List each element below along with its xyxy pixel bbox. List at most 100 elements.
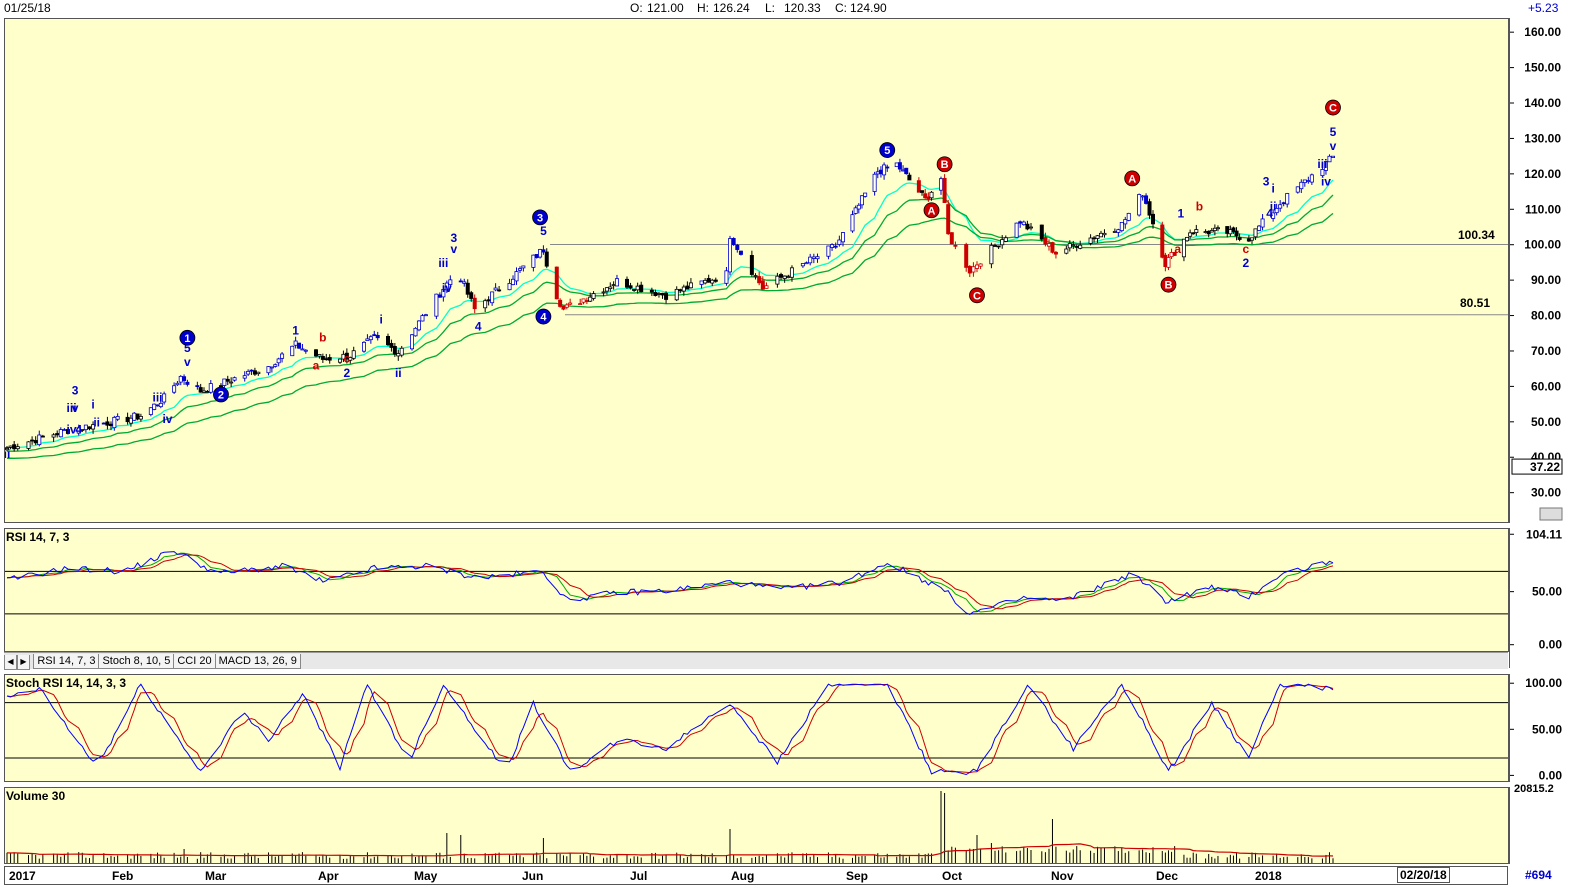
wave-label: iii xyxy=(1317,157,1327,171)
candle-body xyxy=(155,404,160,407)
candle-body xyxy=(779,274,784,278)
volume-ma-line xyxy=(6,843,1334,857)
candle xyxy=(15,443,20,451)
price-axis: 160.00 150.00 140.00 130.00 120.00 110.00 100.… xyxy=(1509,18,1565,523)
candle-body xyxy=(337,358,342,363)
wave-circle-label-circle xyxy=(936,156,953,173)
candle xyxy=(724,266,729,286)
candle-body xyxy=(1306,180,1311,182)
candle-body xyxy=(1074,245,1079,248)
candle-body xyxy=(856,204,861,210)
wave-label: 3 xyxy=(1263,174,1270,188)
wave-label: 1 xyxy=(292,323,299,337)
candle-body xyxy=(138,416,143,420)
wave-label: 2 xyxy=(344,366,351,380)
candle-body xyxy=(172,385,177,393)
candle-body xyxy=(15,446,20,450)
tab-macd[interactable]: MACD 13, 26, 9 xyxy=(214,654,301,669)
volume-panel[interactable] xyxy=(4,787,1509,864)
candle xyxy=(568,298,573,306)
resize-grip-icon xyxy=(1539,507,1563,521)
candle xyxy=(273,363,278,368)
candle-body xyxy=(1212,227,1217,231)
wave-circle-label-circle xyxy=(1160,276,1177,293)
candle-body xyxy=(1119,221,1124,232)
candle xyxy=(731,237,736,246)
wave-circle-label-circle xyxy=(535,308,552,325)
candle xyxy=(1144,193,1149,205)
wave-circle-label-text: C xyxy=(1329,103,1337,115)
candle-body xyxy=(62,429,67,432)
candle xyxy=(266,366,271,376)
candle-body xyxy=(764,285,769,289)
candle-body xyxy=(40,435,45,438)
candle xyxy=(413,327,418,337)
ema-fast-line xyxy=(6,179,1334,449)
candle-body xyxy=(1025,223,1030,230)
candle xyxy=(175,380,180,386)
candle-body xyxy=(437,294,442,298)
date-label: 2018 xyxy=(1255,869,1282,883)
candle-body xyxy=(195,385,200,388)
candle xyxy=(1140,195,1145,201)
tab-cci[interactable]: CCI 20 xyxy=(173,654,216,669)
candle xyxy=(1064,245,1069,255)
candle xyxy=(514,267,519,285)
tab-scroll-right-icon[interactable]: ▶ xyxy=(17,655,30,670)
candle-body xyxy=(300,348,305,351)
price-panel[interactable]: ii 3 iii v iv 4 i ii iii iv 5 v 1 2 i ii 3 v iii iv 4 5 1 2 3 4 i i… xyxy=(4,18,1509,523)
candle xyxy=(1018,220,1023,228)
candle xyxy=(1194,224,1199,236)
candle-body xyxy=(1029,226,1034,229)
candle-body xyxy=(1116,229,1121,233)
candle xyxy=(989,242,994,269)
price-chart: ii3iiiviv4iiiiiiiv5v12iii3viiiiv451234ii… xyxy=(4,99,1508,461)
oscillator-line xyxy=(6,683,1334,776)
candle xyxy=(344,348,349,364)
rsi-panel[interactable] xyxy=(4,528,1509,652)
candle xyxy=(229,377,234,387)
candle-body xyxy=(837,239,842,245)
stoch-rsi-panel[interactable] xyxy=(4,674,1509,782)
wave-circle-label-text: A xyxy=(928,205,936,217)
candle-body xyxy=(1018,221,1023,224)
candle xyxy=(1021,220,1026,226)
candle-body xyxy=(246,370,251,375)
candle xyxy=(205,389,210,393)
candle xyxy=(372,330,377,337)
osc-tick-label: 0.00 xyxy=(1539,768,1563,782)
candle xyxy=(469,290,474,302)
candle-body xyxy=(375,334,380,339)
candle-body xyxy=(558,299,563,307)
wave-circle-label: A xyxy=(923,202,940,219)
candle xyxy=(1323,160,1328,175)
candle-body xyxy=(368,336,373,341)
candle xyxy=(246,369,251,376)
candle-body xyxy=(872,173,877,192)
candle xyxy=(51,433,56,442)
candle-body xyxy=(628,285,633,289)
candle-body xyxy=(782,275,787,279)
tab-scroll-left-icon[interactable]: ◀ xyxy=(4,655,17,670)
candle xyxy=(649,287,654,297)
candle xyxy=(162,391,167,405)
candle xyxy=(115,413,120,422)
date-label: May xyxy=(414,869,438,883)
candle-body xyxy=(416,320,421,331)
candle-body xyxy=(681,286,686,292)
wave-label: b xyxy=(319,330,326,344)
wave-label: v xyxy=(72,401,79,415)
candle xyxy=(878,166,883,178)
high-label: H: xyxy=(697,1,709,15)
candle-body xyxy=(132,412,137,421)
candle xyxy=(365,334,370,341)
candle-body xyxy=(863,192,868,197)
candle xyxy=(416,320,421,332)
candle-body xyxy=(534,254,539,258)
candle-body xyxy=(1250,237,1255,241)
oscillator-line xyxy=(6,551,1334,615)
tab-stoch[interactable]: Stoch 8, 10, 5 xyxy=(98,654,175,669)
candle-body xyxy=(51,434,56,438)
current-value-text: 37.22 xyxy=(1530,460,1560,474)
tab-rsi[interactable]: RSI 14, 7, 3 xyxy=(33,654,100,669)
